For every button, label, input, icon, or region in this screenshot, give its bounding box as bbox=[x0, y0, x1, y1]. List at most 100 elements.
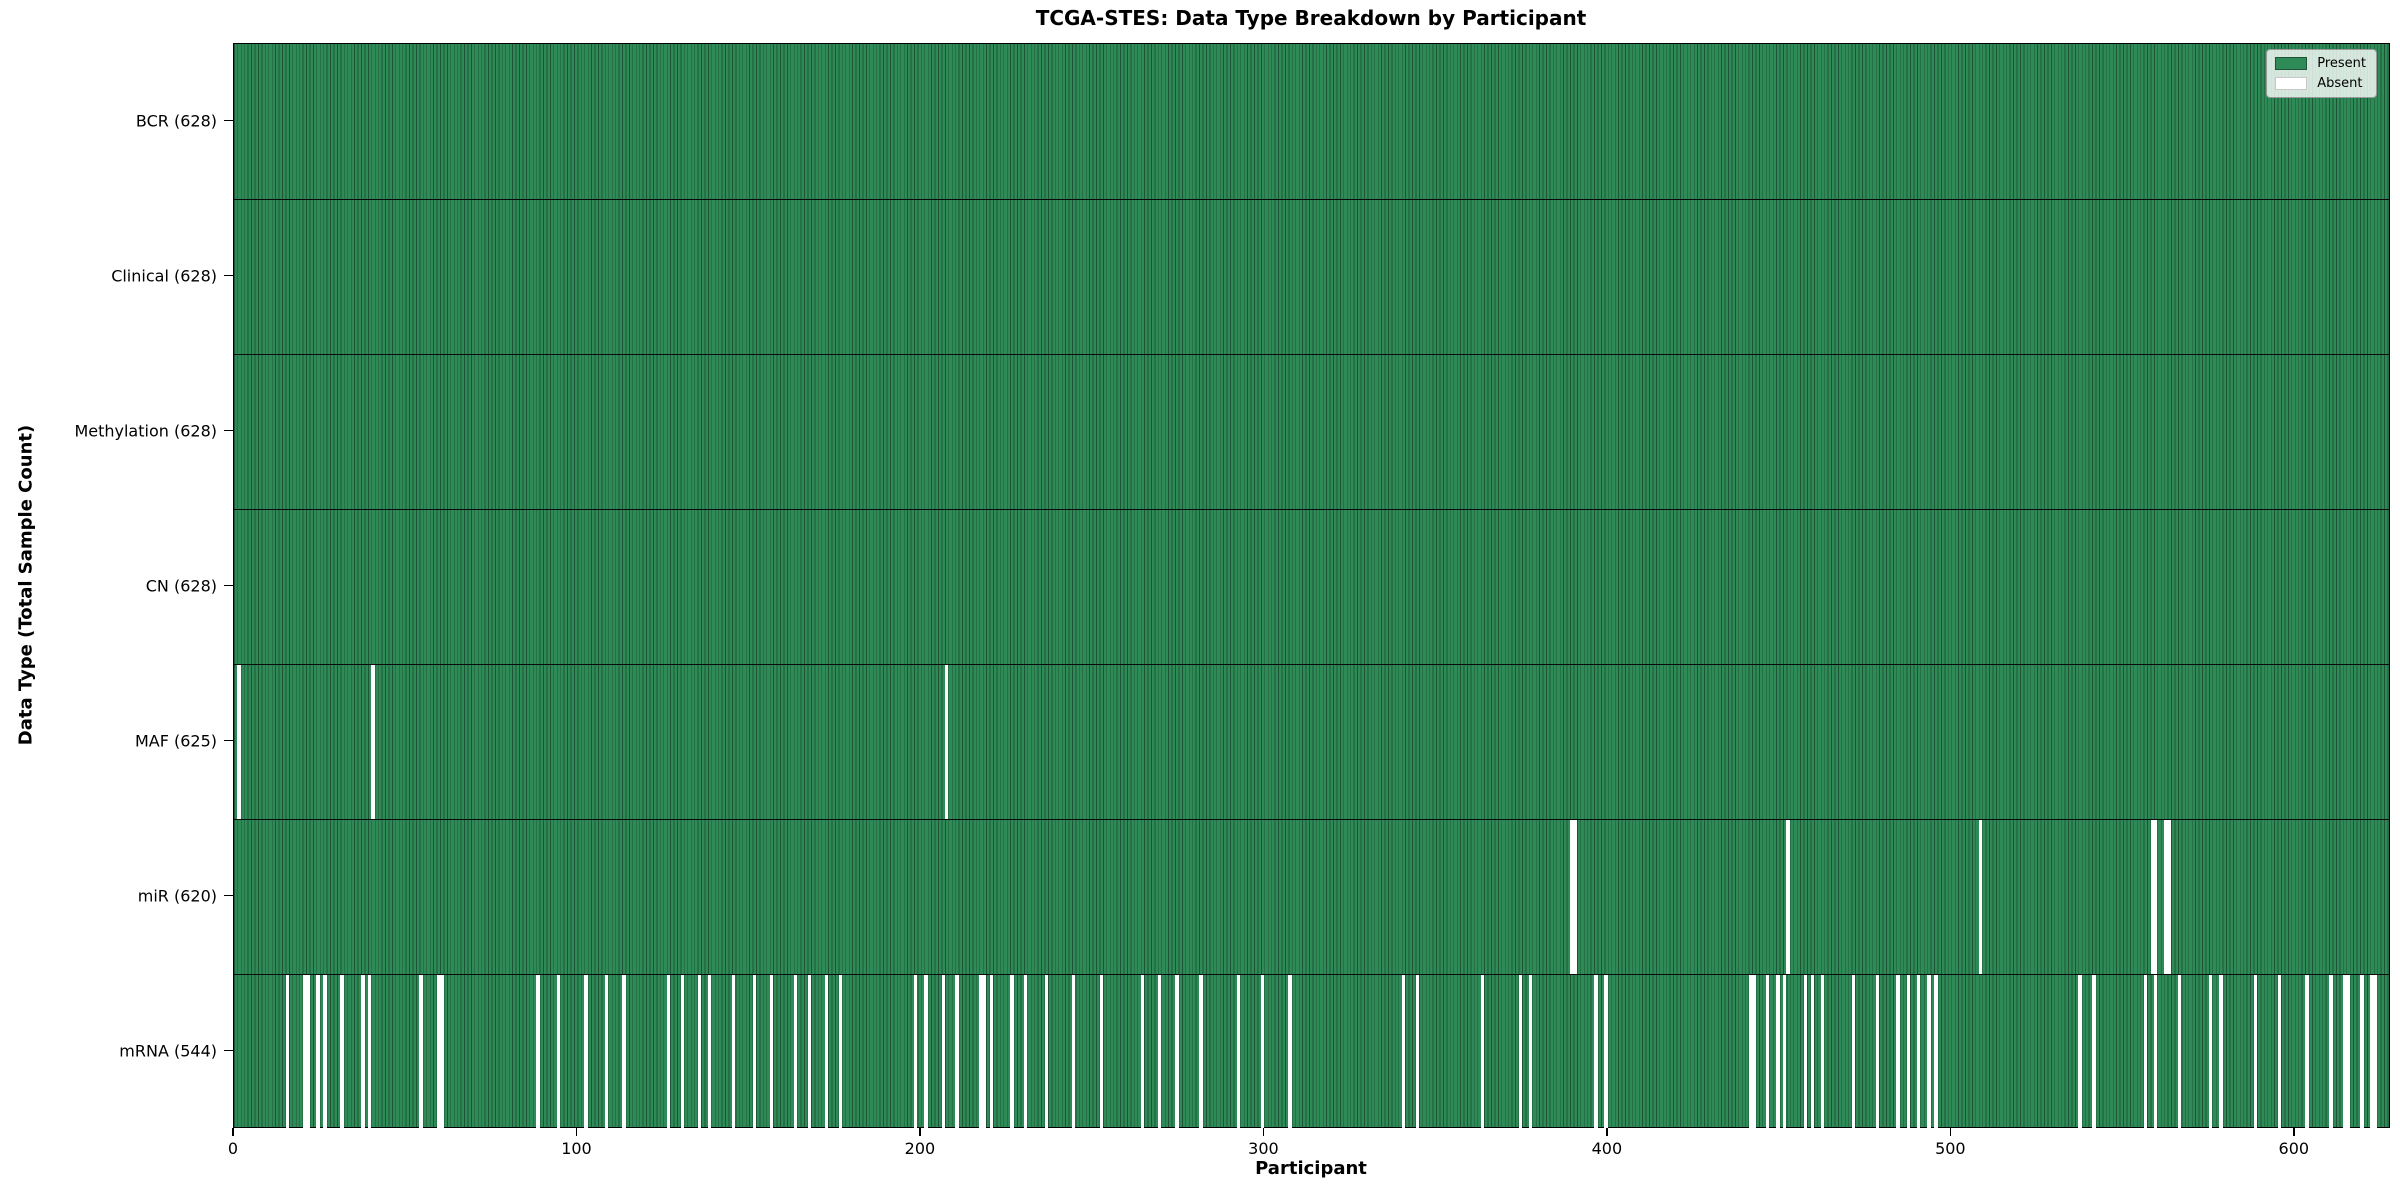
y-tick-mark bbox=[224, 1049, 233, 1052]
absent-stripe bbox=[436, 975, 441, 1129]
absent-stripe bbox=[1010, 975, 1014, 1129]
absent-stripe bbox=[1528, 975, 1533, 1129]
x-tick-mark bbox=[232, 1128, 234, 1136]
absent-stripe bbox=[1875, 975, 1880, 1129]
legend-label: Present bbox=[2317, 56, 2366, 71]
absent-stripe bbox=[2342, 975, 2347, 1129]
absent-stripe bbox=[2219, 975, 2223, 1129]
absent-stripe bbox=[371, 665, 375, 819]
y-tick-label-cn: CN (628) bbox=[145, 576, 217, 595]
absent-stripe bbox=[2178, 975, 2182, 1129]
absent-stripe bbox=[1748, 975, 1753, 1129]
absent-stripe bbox=[2154, 820, 2158, 974]
absent-stripe bbox=[2277, 975, 2282, 1129]
absent-stripe bbox=[1752, 975, 1756, 1129]
legend: Present Absent bbox=[2266, 49, 2377, 98]
absent-stripe bbox=[1820, 975, 1825, 1129]
absent-stripe bbox=[1604, 975, 1608, 1129]
absent-stripe bbox=[793, 975, 798, 1129]
absent-stripe bbox=[989, 975, 994, 1129]
absent-stripe bbox=[924, 975, 928, 1129]
absent-stripe bbox=[361, 975, 365, 1129]
absent-stripe bbox=[1401, 975, 1406, 1129]
absent-stripe bbox=[1917, 975, 1921, 1129]
legend-swatch-present bbox=[2275, 57, 2308, 70]
absent-stripe bbox=[824, 975, 829, 1129]
heatmap-row-bcr bbox=[234, 44, 2389, 199]
absent-stripe bbox=[1573, 820, 1577, 974]
heatmap-row-mir bbox=[234, 819, 2389, 974]
absent-stripe bbox=[1260, 975, 1265, 1129]
absent-stripe bbox=[622, 975, 626, 1129]
x-tick-mark bbox=[1949, 1128, 1952, 1136]
absent-stripe bbox=[666, 975, 671, 1129]
x-tick-mark bbox=[575, 1128, 578, 1136]
absent-stripe bbox=[697, 975, 702, 1129]
heatmap-row-clinical bbox=[234, 199, 2389, 354]
legend-item-absent: Absent bbox=[2275, 76, 2366, 91]
x-tick-label-0: 0 bbox=[227, 1139, 239, 1158]
absent-stripe bbox=[2164, 820, 2168, 974]
x-axis-ticks: 0 100 200 300 400 500 600 bbox=[228, 1128, 2390, 1168]
absent-stripe bbox=[1099, 975, 1103, 1129]
y-tick-mark bbox=[224, 894, 233, 897]
absent-stripe bbox=[1023, 975, 1028, 1129]
absent-stripe bbox=[2360, 975, 2364, 1129]
absent-stripe bbox=[1072, 975, 1076, 1129]
absent-stripe bbox=[306, 975, 310, 1129]
absent-stripe bbox=[604, 975, 609, 1129]
absent-stripe bbox=[680, 975, 684, 1129]
absent-stripe bbox=[556, 975, 561, 1129]
legend-label: Absent bbox=[2317, 76, 2363, 91]
absent-stripe bbox=[285, 975, 289, 1129]
heatmap-row-mrna bbox=[234, 974, 2389, 1129]
absent-stripe bbox=[2150, 820, 2154, 974]
absent-stripe bbox=[2154, 975, 2158, 1129]
absent-stripe bbox=[1175, 975, 1179, 1129]
absent-stripe bbox=[941, 975, 945, 1129]
absent-stripe bbox=[2370, 975, 2374, 1129]
x-axis-title: Participant bbox=[1255, 1158, 1367, 1179]
y-tick-mark bbox=[224, 584, 233, 587]
x-tick-label-400: 400 bbox=[1591, 1139, 1623, 1158]
absent-stripe bbox=[1978, 820, 1983, 974]
absent-stripe bbox=[2305, 975, 2309, 1129]
absent-stripe bbox=[2092, 975, 2096, 1129]
heatmap-row-cn bbox=[234, 509, 2389, 664]
absent-stripe bbox=[2373, 975, 2378, 1129]
y-tick-label-mrna: mRNA (544) bbox=[119, 1041, 217, 1060]
absent-stripe bbox=[769, 975, 774, 1129]
absent-stripe bbox=[752, 975, 757, 1129]
absent-stripe bbox=[323, 975, 327, 1129]
x-tick-label-300: 300 bbox=[1248, 1139, 1279, 1158]
y-tick-label-methylation: Methylation (628) bbox=[74, 421, 217, 440]
x-tick-label-200: 200 bbox=[904, 1139, 936, 1158]
x-tick-mark bbox=[919, 1128, 921, 1136]
absent-stripe bbox=[1906, 975, 1911, 1129]
heatmap-row-methylation bbox=[234, 354, 2389, 509]
absent-stripe bbox=[1934, 975, 1938, 1129]
absent-stripe bbox=[1776, 975, 1780, 1129]
y-tick-label-clinical: Clinical (628) bbox=[111, 266, 217, 285]
absent-stripe bbox=[1786, 820, 1790, 974]
x-tick-label-500: 500 bbox=[1935, 1139, 1966, 1158]
absent-stripe bbox=[1518, 975, 1522, 1129]
absent-stripe bbox=[440, 975, 444, 1129]
absent-stripe bbox=[914, 975, 918, 1129]
absent-stripe bbox=[955, 975, 959, 1129]
absent-stripe bbox=[1480, 975, 1485, 1129]
absent-stripe bbox=[838, 975, 842, 1129]
y-tick-label-bcr: BCR (628) bbox=[135, 111, 217, 130]
y-tick-mark bbox=[224, 429, 233, 432]
absent-stripe bbox=[1765, 975, 1770, 1129]
absent-stripe bbox=[982, 975, 987, 1129]
absent-stripe bbox=[1236, 975, 1241, 1129]
absent-stripe bbox=[1896, 975, 1900, 1129]
absent-stripe bbox=[2078, 975, 2082, 1129]
chart-title: TCGA-STES: Data Type Breakdown by Partic… bbox=[1035, 6, 1587, 30]
absent-stripe bbox=[2143, 975, 2148, 1129]
absent-stripe bbox=[2253, 975, 2258, 1129]
plot-area: Present Absent bbox=[233, 43, 2390, 1129]
absent-stripe bbox=[1199, 975, 1203, 1129]
